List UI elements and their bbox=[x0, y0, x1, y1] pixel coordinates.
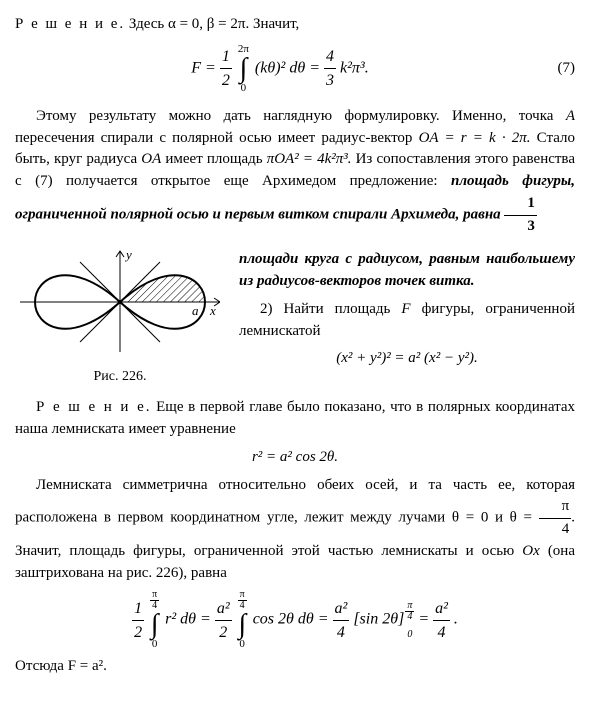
line1-text: Здесь α = 0, β = 2π. Значит, bbox=[129, 16, 299, 32]
f-dot: . bbox=[454, 611, 458, 628]
one3n: 1 bbox=[504, 193, 537, 216]
paragraph-2: Этому результату можно дать наглядную фо… bbox=[15, 106, 575, 238]
p2b: пересечения спирали с полярной осью имее… bbox=[15, 130, 419, 146]
solution-label: Р е ш е н и е. bbox=[15, 16, 125, 32]
figure-226: y a x Рис. 226. bbox=[15, 247, 225, 387]
f-res-d: 4 bbox=[433, 621, 450, 644]
f-half-n: 1 bbox=[132, 597, 144, 621]
eq7-43n: 4 bbox=[324, 45, 336, 69]
f-ib1: 0 bbox=[150, 639, 159, 650]
solution-2: Р е ш е н и е. Еще в первой главе было п… bbox=[15, 397, 575, 441]
last-line: Отсюда F = a². bbox=[15, 656, 575, 678]
side-italic: площади круга с радиусом, равным наиболь… bbox=[239, 251, 575, 289]
one3d: 3 bbox=[504, 216, 537, 238]
p2e: OA bbox=[141, 151, 161, 167]
lemniscate-equation: (x² + y²)² = a² (x² − y²). bbox=[239, 348, 575, 370]
svg-text:a: a bbox=[192, 303, 199, 318]
p4-ox: Ox bbox=[522, 543, 540, 559]
polar-equation: r² = a² cos 2θ. bbox=[15, 447, 575, 469]
eq7-lhs: F = bbox=[191, 59, 216, 76]
eq7-half-n: 1 bbox=[220, 45, 232, 69]
pi4d: 4 bbox=[539, 519, 572, 541]
eq7-tail: k²π³. bbox=[340, 59, 369, 76]
solution-1: Р е ш е н и е. Здесь α = 0, β = 2π. Знач… bbox=[15, 14, 575, 36]
last-text: Отсюда F = a². bbox=[15, 658, 107, 674]
eq7-integrand: (kθ)² dθ = bbox=[255, 59, 320, 76]
prob2a: 2) Найти площадь bbox=[260, 301, 401, 317]
f-half-d: 2 bbox=[132, 621, 144, 644]
f-res-n: a² bbox=[433, 597, 450, 621]
f-a2n: a² bbox=[215, 597, 232, 621]
svg-text:x: x bbox=[209, 303, 216, 318]
f-ib2: 0 bbox=[238, 639, 247, 650]
f-i1: r² dθ = bbox=[165, 611, 211, 628]
pi4n: π bbox=[539, 496, 572, 519]
eq7-int-bot: 0 bbox=[238, 83, 249, 94]
eq7-43d: 3 bbox=[324, 69, 336, 92]
f-a2d: 2 bbox=[215, 621, 232, 644]
lemniscate-svg: y a x bbox=[20, 247, 220, 357]
p4a: Лемниската симметрична относительно обеи… bbox=[15, 477, 575, 526]
figure-caption: Рис. 226. bbox=[15, 367, 225, 387]
f-i2: cos 2θ dθ = bbox=[253, 611, 329, 628]
f-sin: [sin 2θ] bbox=[353, 611, 404, 628]
f-a4n: a² bbox=[333, 597, 350, 621]
p2c: OA = r = k · 2π. bbox=[419, 130, 531, 146]
eq7-number: (7) bbox=[545, 58, 575, 80]
p2f: имеет площадь bbox=[161, 151, 266, 167]
eq7-half-d: 2 bbox=[220, 69, 232, 92]
final-equation: 12 π4∫0 r² dθ = a²2 π4∫0 cos 2θ dθ = a²4… bbox=[15, 590, 575, 650]
p2g: πOA² = 4k²π³. bbox=[267, 151, 352, 167]
p2a: Этому результату можно дать наглядную фо… bbox=[36, 108, 566, 124]
f-eq: = bbox=[418, 611, 433, 628]
equation-7: F = 12 2π∫0 (kθ)² dθ = 43 k²π³. (7) bbox=[15, 44, 575, 94]
f-a4d: 4 bbox=[333, 621, 350, 644]
paragraph-4: Лемниската симметрична относительно обеи… bbox=[15, 475, 575, 585]
svg-text:y: y bbox=[124, 247, 132, 262]
side-text: площади круга с радиусом, равным наиболь… bbox=[239, 243, 575, 376]
prob2F: F bbox=[401, 301, 410, 317]
sol2-label: Р е ш е н и е. bbox=[36, 399, 152, 415]
p2-A: A bbox=[566, 108, 575, 124]
